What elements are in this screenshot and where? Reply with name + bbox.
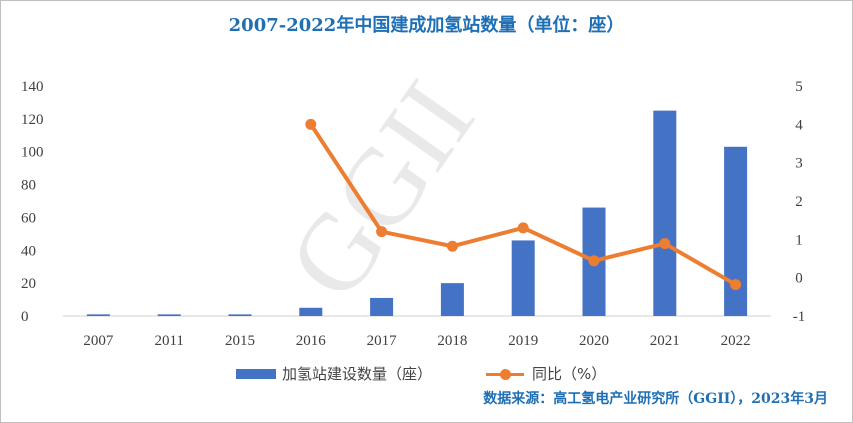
line-point — [517, 222, 529, 234]
watermark: GGII — [264, 60, 497, 320]
legend-swatch-bar — [236, 369, 276, 379]
y-left-tick-label: 100 — [21, 145, 44, 161]
bar — [370, 297, 394, 316]
bar — [86, 314, 110, 316]
bar — [299, 307, 323, 316]
y-left-tick-label: 120 — [21, 112, 44, 128]
bar — [724, 146, 748, 316]
line-point — [376, 226, 388, 238]
y-right-tick-label: 2 — [795, 194, 803, 210]
axes: 0 20 40 60 80 100 120 140 -1 0 1 2 3 4 5 2007 2011 2015 20… — [21, 79, 805, 349]
legend-label-line: 同比（%） — [532, 365, 607, 383]
y-right-tick-label: 3 — [795, 156, 803, 172]
y-right-tick-label: 0 — [795, 271, 803, 287]
y-left-tick-label: 20 — [21, 276, 36, 292]
line-point — [588, 255, 600, 267]
x-tick-label: 2015 — [225, 333, 255, 349]
bar — [653, 110, 677, 317]
x-tick-label: 2007 — [83, 333, 114, 349]
x-tick-label: 2022 — [721, 333, 751, 349]
y-left-tick-label: 140 — [21, 79, 44, 95]
y-left-tick-label: 80 — [21, 178, 36, 194]
y-right-tick-label: -1 — [793, 309, 806, 325]
source-note: 数据来源：高工氢电产业研究所（GGII），2023年3月 — [483, 391, 828, 407]
line-series — [305, 118, 742, 291]
legend-swatch-marker — [500, 369, 511, 380]
legend-label-bar: 加氢站建设数量（座） — [282, 365, 433, 383]
x-tick-label: 2018 — [437, 333, 467, 349]
y-right-tick-label: 5 — [795, 79, 803, 95]
x-tick-label: 2019 — [508, 333, 538, 349]
y-left-tick-label: 0 — [21, 309, 29, 325]
line-point — [659, 238, 671, 250]
x-tick-label: 2017 — [367, 333, 398, 349]
line-point — [305, 118, 317, 130]
bar — [511, 240, 535, 316]
bar — [157, 314, 181, 316]
x-tick-label: 2016 — [296, 333, 327, 349]
chart-title: 2007-2022年中国建成加氢站数量（单位：座） — [228, 15, 625, 36]
x-tick-label: 2020 — [579, 333, 609, 349]
line-point — [730, 279, 742, 291]
bar — [228, 314, 252, 316]
y-right-tick-label: 1 — [795, 232, 803, 248]
x-tick-label: 2021 — [650, 333, 680, 349]
watermark-text: GGII — [264, 60, 497, 320]
x-tick-label: 2011 — [154, 333, 183, 349]
bar — [440, 283, 464, 316]
bar-series — [86, 110, 748, 317]
line-point — [446, 240, 458, 252]
y-right-tick-label: 4 — [795, 117, 803, 133]
y-left-tick-label: 60 — [21, 210, 36, 226]
y-left-tick-label: 40 — [21, 243, 36, 259]
